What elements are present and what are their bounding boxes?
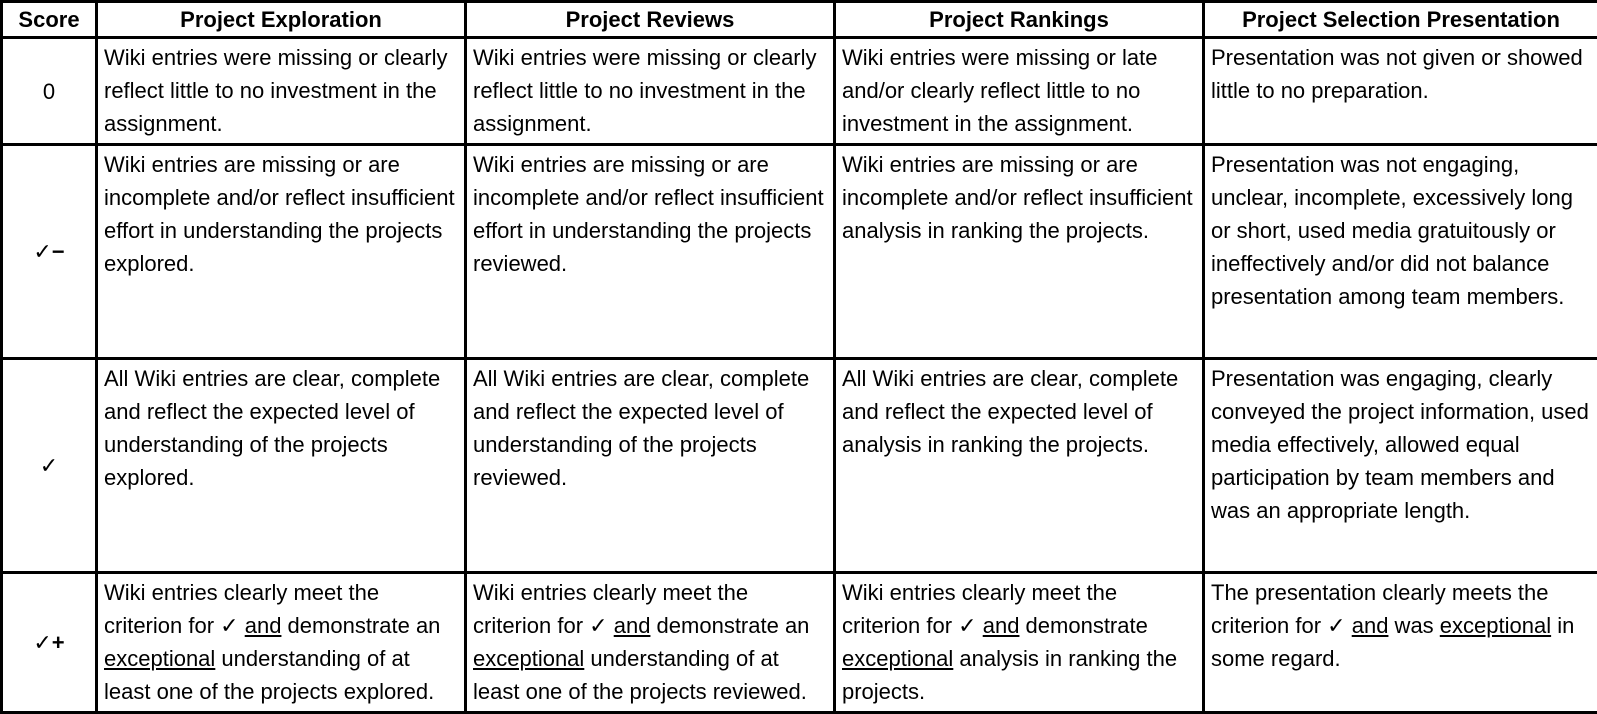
emphasis-and: and xyxy=(1351,613,1389,639)
presentation-criterion: The presentation clearly meets the crite… xyxy=(1202,571,1597,714)
emphasis-and: and xyxy=(244,613,282,639)
emphasis-and: and xyxy=(613,613,651,639)
criterion-text: demonstrate an xyxy=(650,613,810,639)
presentation-criterion: Presentation was engaging, clearly conve… xyxy=(1202,357,1597,575)
emphasis-exceptional: exceptional xyxy=(842,646,954,672)
score-cell: 0 xyxy=(0,35,98,147)
score-cell: ✓ xyxy=(0,357,98,575)
criterion-text: was xyxy=(1388,613,1440,639)
exploration-criterion: All Wiki entries are clear, complete and… xyxy=(95,357,467,575)
presentation-criterion: Presentation was not engaging, unclear, … xyxy=(1202,143,1597,361)
header-row: Score Project Exploration Project Review… xyxy=(0,0,1597,39)
exploration-criterion: Wiki entries are missing or are incomple… xyxy=(95,143,467,361)
check-mark-icon: ✓ xyxy=(220,613,239,639)
criterion-text: in some regard. xyxy=(1211,613,1575,672)
reviews-criterion: All Wiki entries are clear, complete and… xyxy=(464,357,836,575)
emphasis-exceptional: exceptional xyxy=(1439,613,1552,639)
rubric-row-check-plus: ✓+ Wiki entries clearly meet the criteri… xyxy=(0,571,1597,714)
criterion-text: Wiki entries clearly meet the criterion … xyxy=(104,580,380,639)
score-cell: ✓+ xyxy=(0,571,98,714)
emphasis-and: and xyxy=(982,613,1020,639)
header-project-exploration: Project Exploration xyxy=(95,0,467,39)
rankings-criterion: Wiki entries were missing or late and/or… xyxy=(833,35,1205,147)
emphasis-exceptional: exceptional xyxy=(104,646,216,672)
criterion-text: analysis in ranking the projects. xyxy=(842,646,1178,705)
header-project-reviews: Project Reviews xyxy=(464,0,836,39)
criterion-text: understanding of at least one of the pro… xyxy=(104,646,435,705)
rankings-criterion: All Wiki entries are clear, complete and… xyxy=(833,357,1205,575)
rubric-row-check: ✓ All Wiki entries are clear, complete a… xyxy=(0,357,1597,575)
criterion-text: Wiki entries clearly meet the criterion … xyxy=(842,580,1118,639)
criterion-text: demonstrate xyxy=(1019,613,1148,639)
criterion-text: The presentation clearly meets the crite… xyxy=(1211,580,1549,639)
check-mark-icon: ✓ xyxy=(1327,613,1346,639)
criterion-text: understanding of at least one of the pro… xyxy=(473,646,807,705)
criterion-text: demonstrate an xyxy=(281,613,441,639)
reviews-criterion: Wiki entries clearly meet the criterion … xyxy=(464,571,836,714)
header-project-selection-presentation: Project Selection Presentation xyxy=(1202,0,1597,39)
rankings-criterion: Wiki entries clearly meet the criterion … xyxy=(833,571,1205,714)
rubric-row-check-minus: ✓− Wiki entries are missing or are incom… xyxy=(0,143,1597,361)
emphasis-exceptional: exceptional xyxy=(473,646,585,672)
score-cell: ✓− xyxy=(0,143,98,361)
check-mark-icon: ✓ xyxy=(958,613,977,639)
reviews-criterion: Wiki entries were missing or clearly ref… xyxy=(464,35,836,147)
header-score: Score xyxy=(0,0,98,39)
header-project-rankings: Project Rankings xyxy=(833,0,1205,39)
rubric-row-score-0: 0 Wiki entries were missing or clearly r… xyxy=(0,35,1597,147)
exploration-criterion: Wiki entries were missing or clearly ref… xyxy=(95,35,467,147)
criterion-text: Wiki entries clearly meet the criterion … xyxy=(473,580,749,639)
exploration-criterion: Wiki entries clearly meet the criterion … xyxy=(95,571,467,714)
presentation-criterion: Presentation was not given or showed lit… xyxy=(1202,35,1597,147)
reviews-criterion: Wiki entries are missing or are incomple… xyxy=(464,143,836,361)
rankings-criterion: Wiki entries are missing or are incomple… xyxy=(833,143,1205,361)
check-mark-icon: ✓ xyxy=(589,613,608,639)
